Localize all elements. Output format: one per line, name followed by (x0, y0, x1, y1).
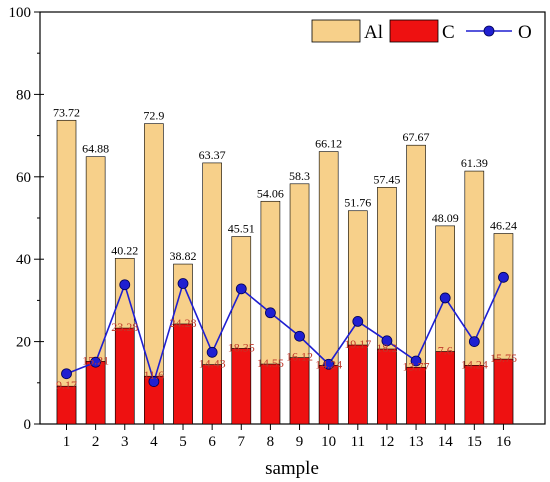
c-bar (260, 363, 281, 425)
x-tick-label: 8 (267, 434, 275, 450)
c-data-label: 15.21 (82, 353, 109, 367)
x-tick-label: 16 (496, 434, 512, 450)
x-tick-label: 14 (438, 434, 454, 450)
o-line (66, 276, 505, 385)
al-data-label: 38.82 (170, 249, 197, 263)
x-tick-label: 13 (409, 434, 424, 450)
o-point (468, 336, 480, 348)
al-data-label: 51.76 (344, 196, 371, 210)
al-data-label: 61.39 (461, 156, 488, 170)
x-tick-label: 12 (379, 434, 394, 450)
legend-al-swatch (311, 19, 361, 43)
x-axis-title: sample (265, 458, 319, 479)
y-axis: 0 20 40 60 80 100 (9, 5, 44, 433)
al-data-label: 73.72 (53, 105, 80, 119)
o-point (119, 279, 131, 291)
c-bar (318, 365, 339, 425)
y-tick-label: 40 (16, 252, 31, 268)
o-point (498, 271, 509, 283)
al-data-label: 46.24 (490, 218, 517, 232)
x-tick-label: 3 (121, 434, 129, 450)
legend-o-marker (483, 25, 495, 37)
o-point (439, 292, 451, 304)
c-bar (347, 344, 368, 425)
legend-al-label: Al (364, 22, 383, 43)
c-bar (202, 364, 222, 425)
c-data-label: 18.35 (228, 340, 255, 354)
c-bar (377, 348, 397, 425)
x-tick-label: 7 (238, 434, 246, 450)
data-labels: 73.72 64.88 40.22 72.9 38.82 63.37 45.51 54.06 5… (53, 105, 517, 392)
c-data-label: 9.17 (56, 378, 77, 392)
c-bar (464, 365, 485, 425)
c-data-label: 7.6 (438, 343, 453, 357)
x-tick-label: 9 (296, 434, 304, 450)
o-point (90, 356, 102, 368)
al-data-label: 66.12 (315, 137, 342, 151)
c-bar (231, 348, 252, 425)
al-data-label: 72.9 (143, 109, 164, 123)
y-tick-label: 20 (16, 335, 31, 351)
c-bar (493, 358, 514, 425)
o-point (148, 376, 160, 387)
x-tick-label: 4 (150, 434, 158, 450)
al-data-label: 64.88 (82, 142, 109, 156)
c-data-label: 11.6 (144, 368, 165, 382)
c-data-label: 23.28 (111, 320, 138, 334)
legend-c-label: C (442, 22, 455, 43)
c-data-label: 16.12 (286, 350, 313, 364)
legend-o-label: O (518, 22, 532, 43)
c-data-label: 15.75 (490, 351, 517, 365)
c-bar (406, 366, 426, 425)
al-data-label: 58.3 (289, 169, 310, 183)
x-tick-label: 2 (92, 434, 100, 450)
al-data-label: 54.06 (257, 186, 284, 200)
o-point (265, 307, 276, 319)
x-tick-label: 6 (208, 434, 216, 450)
c-data-label: 14.43 (199, 357, 226, 371)
c-data-label: 14.55 (257, 356, 284, 370)
x-tick-label: 10 (321, 434, 336, 450)
o-point (294, 330, 305, 342)
al-data-label: 67.67 (403, 130, 430, 144)
x-tick-label: 5 (179, 434, 187, 450)
y-tick-label: 60 (16, 170, 31, 186)
o-point (323, 358, 335, 370)
c-data-label: 14.24 (315, 357, 342, 371)
o-point (177, 278, 189, 289)
o-point (381, 335, 393, 347)
c-bars (56, 323, 514, 425)
c-data-label: 18.2 (376, 341, 397, 355)
c-bar (173, 323, 193, 425)
legend: Al C O (311, 19, 532, 43)
x-tick-label: 15 (467, 434, 482, 450)
y-tick-label: 100 (9, 5, 32, 21)
c-bar (85, 361, 106, 425)
x-axis: 1 2 3 4 5 6 7 8 9 10 11 12 13 14 15 16 (63, 424, 512, 450)
al-data-label: 48.09 (432, 211, 459, 225)
c-data-label: 24.28 (170, 316, 197, 330)
y-tick-label: 0 (24, 417, 32, 433)
al-data-label: 63.37 (199, 148, 226, 162)
legend-c-swatch (389, 19, 439, 43)
c-data-label: 14.24 (461, 357, 488, 371)
c-bar (289, 357, 310, 425)
o-point (206, 346, 218, 358)
al-data-label: 45.51 (228, 221, 255, 235)
o-line-series (61, 271, 509, 387)
al-data-label: 57.45 (373, 172, 400, 186)
x-tick-label: 1 (63, 434, 71, 450)
y-tick-label: 80 (16, 87, 31, 103)
o-point (235, 283, 247, 295)
x-tick-label: 11 (351, 434, 365, 450)
al-data-label: 40.22 (111, 243, 138, 257)
c-bar (435, 351, 455, 425)
c-data-label: 13.77 (403, 359, 430, 373)
o-point (61, 368, 72, 380)
c-bar (114, 327, 135, 425)
o-point (352, 316, 364, 327)
o-point (410, 355, 422, 367)
c-data-label: 19.17 (344, 337, 371, 351)
